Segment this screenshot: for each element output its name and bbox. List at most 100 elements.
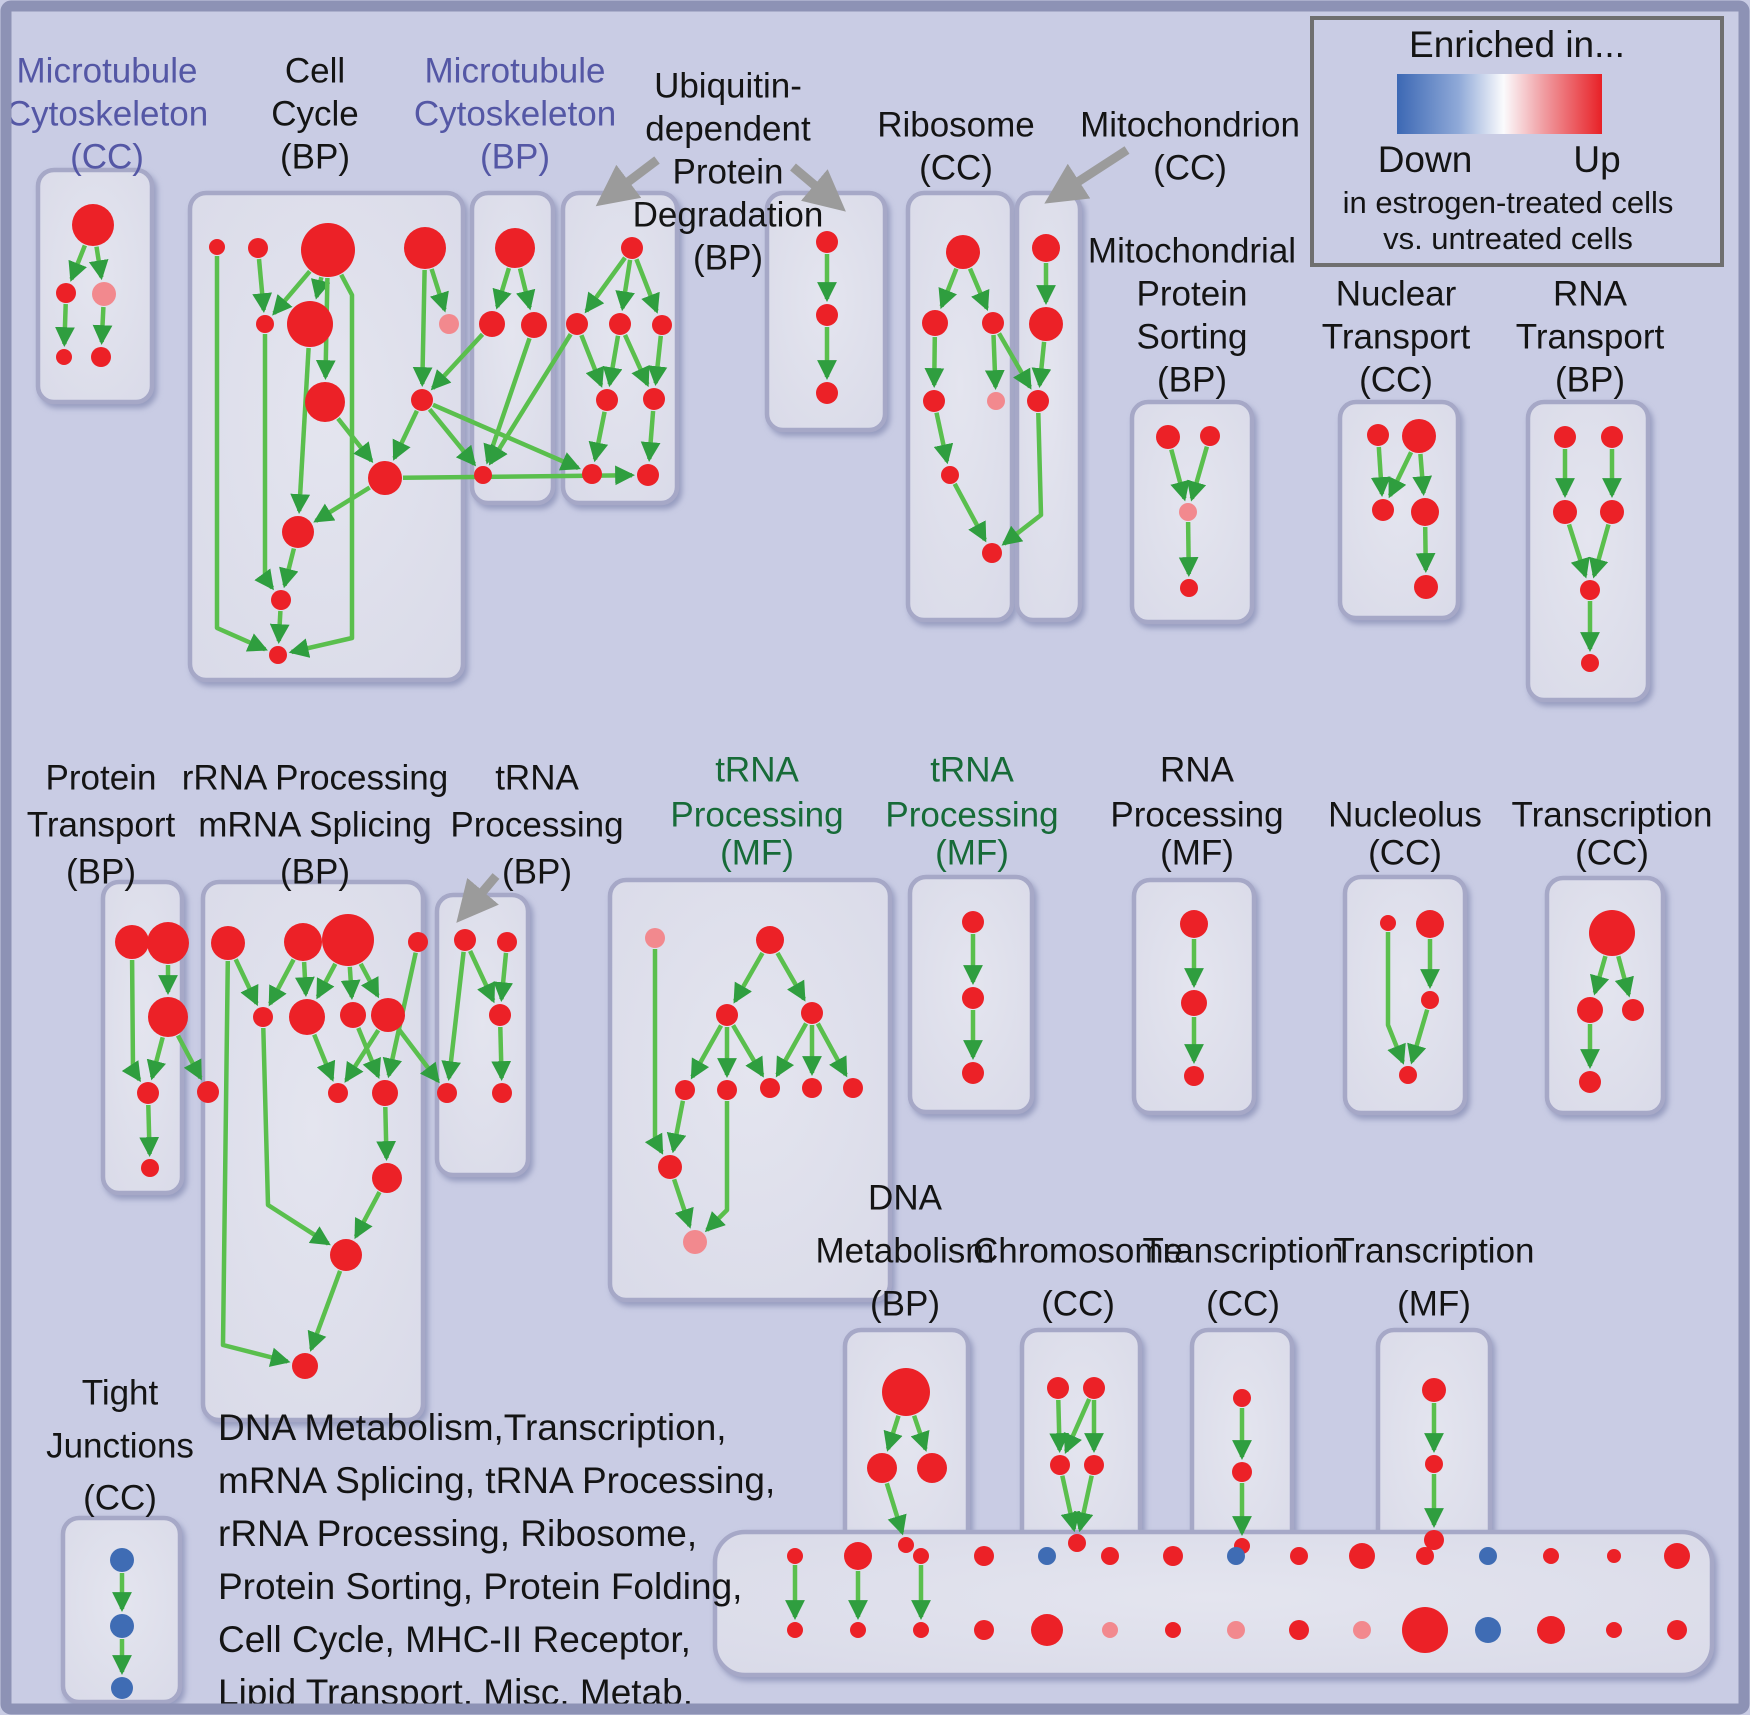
group-label-dna-metab: (BP) <box>870 1284 940 1323</box>
edge-arrow <box>775 1022 809 1078</box>
go-term-node-red <box>148 997 188 1037</box>
go-term-node-red <box>301 223 355 277</box>
cross-edge-arrow <box>488 333 573 466</box>
go-term-node-red <box>982 543 1002 563</box>
edge-arrow <box>1590 955 1610 996</box>
matrix-node-red <box>1537 1616 1565 1644</box>
edge-arrow <box>315 962 338 1000</box>
label-pointer-arrow <box>1044 146 1130 204</box>
go-term-node-red <box>1029 307 1063 341</box>
go-term-node-red <box>371 998 405 1032</box>
edge-arrow <box>640 410 661 462</box>
matrix-node-red <box>1664 1543 1690 1569</box>
group-label-ubiq-left: Ubiquitin- <box>654 66 802 105</box>
edge-arrow <box>492 267 512 310</box>
edge-arrow <box>491 1026 512 1081</box>
go-term-node-red <box>609 313 631 335</box>
edge-arrow <box>279 547 299 589</box>
matrix-node-red <box>1101 1547 1119 1565</box>
matrix-node-red <box>1289 1620 1309 1640</box>
go-term-node-red <box>1577 997 1603 1023</box>
go-term-node-red <box>1422 1378 1446 1402</box>
go-term-node-red <box>1424 1530 1444 1550</box>
go-term-node-red <box>474 466 492 484</box>
go-term-node-red <box>816 382 838 404</box>
group-label-trna-mf-b: Processing <box>885 795 1058 834</box>
group-label-trna-bp: tRNA <box>495 758 579 797</box>
go-term-node-red <box>1601 426 1623 448</box>
edge-arrow <box>1407 1008 1430 1065</box>
group-label-mt-bp: (BP) <box>480 137 550 176</box>
edge-arrow <box>1063 1398 1092 1455</box>
cross-edge-arrow <box>175 1034 203 1081</box>
matrix-node-blue <box>1475 1617 1501 1643</box>
legend-up-label: Up <box>1573 139 1620 180</box>
edge-arrow <box>233 958 259 1007</box>
group-label-rna-transport: Transport <box>1516 317 1665 356</box>
group-box-misc-matrix <box>712 1529 1715 1678</box>
go-term-node-red <box>284 923 322 961</box>
group-label-mt-cc: (CC) <box>70 137 144 176</box>
go-term-node-red <box>1399 1066 1417 1084</box>
group-label-mitochondrion: (CC) <box>1153 148 1227 187</box>
go-term-node-red <box>271 590 291 610</box>
edge-arrow <box>1370 446 1391 497</box>
edge-arrow <box>307 1270 343 1352</box>
cross-edge-arrow <box>997 332 1032 390</box>
edge-arrow <box>647 335 668 387</box>
go-term-node-red <box>982 312 1004 334</box>
edge-arrow <box>584 256 627 314</box>
label-pointer-arrow <box>595 156 660 207</box>
annotation-line: Protein Sorting, Protein Folding, <box>218 1566 742 1607</box>
group-label-mt-cc: Cytoskeleton <box>6 94 208 133</box>
edge-arrow <box>615 259 635 312</box>
go-term-node-red <box>372 1163 402 1193</box>
go-term-node-red <box>637 464 659 486</box>
go-term-node-pink <box>1179 503 1197 521</box>
group-label-ribosome: Ribosome <box>877 105 1035 144</box>
go-term-node-red <box>72 204 114 246</box>
edge-arrow <box>883 1415 903 1452</box>
go-term-node-red <box>946 235 980 269</box>
group-label-trna-bp: Processing <box>450 805 623 844</box>
go-term-node-red <box>941 466 959 484</box>
edge-arrow <box>139 1104 160 1157</box>
go-term-node-red <box>760 1078 780 1098</box>
go-term-node-pink <box>683 1230 707 1254</box>
go-term-node-red <box>1372 499 1394 521</box>
edge-arrow <box>146 1036 166 1081</box>
go-term-node-red <box>495 228 535 268</box>
edge-arrow <box>295 961 315 997</box>
edge-arrow <box>1169 449 1190 502</box>
label-pointer-arrow <box>790 163 846 212</box>
group-label-transcription-cc-a: (CC) <box>1575 833 1649 872</box>
label-pointer-arrow <box>456 873 500 923</box>
group-label-ubiq-left: (BP) <box>693 238 763 277</box>
go-term-node-red <box>1180 579 1198 597</box>
matrix-node-red <box>1165 1622 1181 1638</box>
go-term-node-red <box>141 1159 159 1177</box>
go-term-node-red <box>1589 910 1635 956</box>
go-term-node-red <box>497 932 517 952</box>
go-term-node-blue <box>110 1548 134 1572</box>
go-term-node-red <box>843 1078 863 1098</box>
group-label-transcription-cc-a: Transcription <box>1512 795 1713 834</box>
go-term-node-red <box>330 1239 362 1271</box>
edge-arrow <box>92 306 113 345</box>
group-label-mt-cc: Microtubule <box>17 51 198 90</box>
matrix-node-red <box>1667 1620 1687 1640</box>
edge-arrow <box>690 1024 724 1080</box>
legend-down-label: Down <box>1378 139 1473 180</box>
edge-arrow <box>272 269 312 316</box>
group-label-trna-bp: (BP) <box>502 852 572 891</box>
edge-arrow <box>984 334 1005 390</box>
go-term-node-pink <box>92 282 116 306</box>
go-term-node-red <box>209 239 225 255</box>
edge-arrow <box>214 256 268 652</box>
go-term-node-red <box>411 389 433 411</box>
group-label-nuclear-transport: Transport <box>1322 317 1471 356</box>
go-term-node-red <box>253 1007 273 1027</box>
go-term-node-red <box>717 1080 737 1100</box>
edge-arrow <box>392 409 419 461</box>
